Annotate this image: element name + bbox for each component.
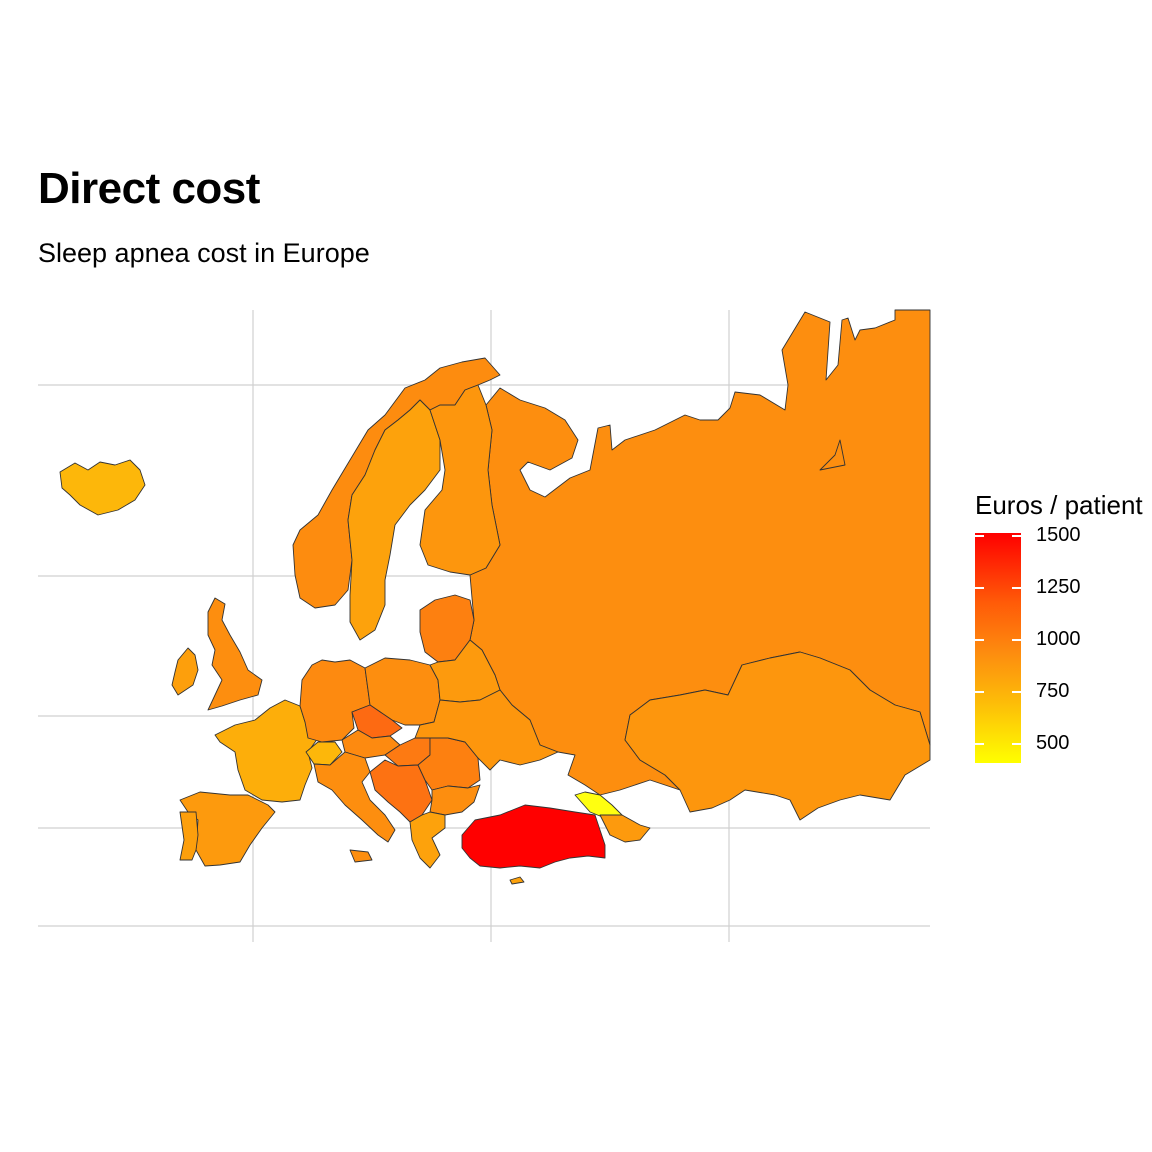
region-caucasus	[599, 814, 651, 843]
region-iceland	[59, 459, 146, 516]
region-russia	[469, 309, 931, 796]
region-finland	[419, 384, 501, 576]
region-portugal	[179, 811, 199, 861]
legend-label-500: 500	[1036, 732, 1070, 754]
legend-label-1500: 1500	[1036, 524, 1081, 546]
region-ireland	[171, 647, 199, 696]
region-italy	[313, 751, 396, 863]
region-belarus	[429, 639, 501, 703]
region-greece	[409, 811, 446, 869]
region-ukraine	[414, 689, 559, 771]
region-kazakhstan	[624, 651, 931, 821]
legend-label-1000: 1000	[1036, 628, 1081, 650]
legend-label-1250: 1250	[1036, 576, 1081, 598]
region-turkey	[461, 804, 606, 869]
map-title: Direct cost	[38, 164, 260, 213]
countries	[59, 309, 931, 885]
region-cyprus	[509, 876, 525, 885]
region-sweden	[347, 399, 441, 641]
legend-label-750: 750	[1036, 680, 1070, 702]
legend-title: Euros / patient	[975, 490, 1143, 520]
map-subtitle: Sleep apnea cost in Europe	[38, 238, 370, 268]
region-france	[214, 699, 319, 803]
region-bulgaria	[429, 784, 481, 816]
legend-colorbar	[975, 533, 1021, 763]
region-romania	[417, 737, 481, 791]
region-uk	[207, 597, 263, 711]
region-serbia	[369, 759, 433, 823]
region-georgia	[574, 791, 623, 819]
